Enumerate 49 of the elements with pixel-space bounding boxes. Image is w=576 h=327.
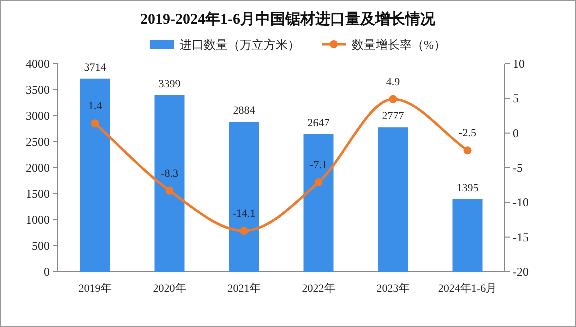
bar	[80, 78, 110, 272]
point	[166, 186, 174, 195]
data-label: 1.4	[88, 100, 103, 113]
data-label: 2777	[382, 110, 405, 123]
y2-tick-label: -20	[513, 265, 529, 279]
data-label: 1395	[456, 182, 480, 194]
chart-title: 2019-2024年1-6月中国锯材进口量及增长情况	[140, 11, 436, 28]
y-tick-label: 1500	[26, 187, 50, 201]
x-tick-label: 2020年	[153, 283, 186, 295]
y2-tick-label: 10	[513, 57, 525, 71]
data-label: 4.9	[386, 76, 401, 88]
y2-tick-label: -15	[513, 230, 529, 244]
point	[389, 95, 398, 104]
point	[314, 178, 323, 187]
x-tick-label: 2019年	[78, 283, 112, 295]
data-label: 3399	[158, 78, 182, 90]
x-tick-label: 2022年	[302, 283, 336, 295]
y-tick-label: 3500	[26, 83, 50, 97]
x-tick-label: 2024年1-6月	[438, 283, 498, 295]
bar	[452, 199, 483, 272]
bar	[378, 128, 408, 272]
point	[240, 227, 248, 236]
x-tick-label: 2021年	[228, 283, 261, 295]
data-label: -8.3	[161, 168, 179, 180]
data-label: 2884	[233, 105, 256, 118]
data-label: -2.5	[459, 128, 477, 140]
data-label: -7.1	[310, 160, 328, 172]
y2-tick-label: 5	[513, 92, 519, 106]
y-tick-label: 1000	[26, 213, 50, 227]
y-tick-label: 3000	[26, 109, 50, 123]
y-tick-label: 0	[44, 265, 50, 279]
point	[91, 120, 100, 128]
y-tick-label: 2000	[26, 161, 50, 175]
point	[464, 146, 472, 155]
data-label: 3714	[84, 62, 107, 74]
legend-label: 数量增长率（%）	[352, 38, 446, 52]
bar	[154, 95, 185, 272]
legend-label: 进口数量（万立方米）	[180, 38, 300, 52]
x-tick-label: 2023年	[376, 283, 410, 295]
y-tick-label: 2500	[26, 135, 50, 149]
bar	[229, 122, 260, 272]
y-tick-label: 500	[32, 239, 50, 253]
y-tick-label: 4000	[26, 57, 50, 71]
y2-tick-label: -10	[513, 196, 529, 210]
bar	[304, 134, 334, 272]
data-label: 2647	[308, 117, 330, 130]
data-label: -14.1	[232, 208, 256, 220]
y2-tick-label: 0	[513, 126, 519, 140]
y2-tick-label: -5	[513, 161, 523, 175]
